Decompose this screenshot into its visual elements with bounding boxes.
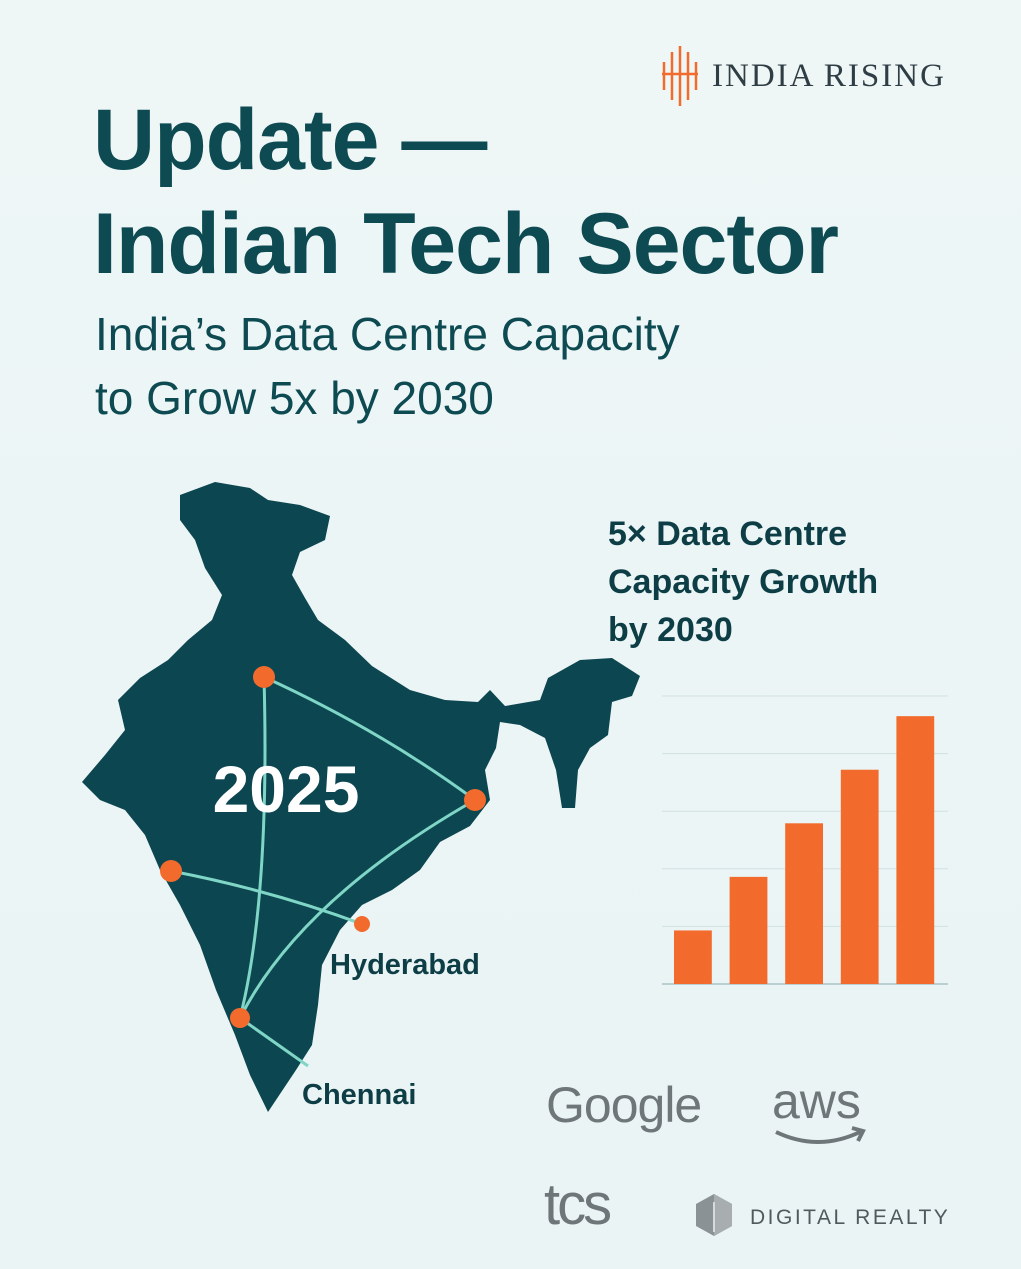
capacity-bar-chart [662,695,948,985]
subtitle-line-1: India’s Data Centre Capacity [95,308,680,360]
chart-title: 5× Data Centre Capacity Growth by 2030 [608,510,878,654]
aws-logo: aws [772,1073,866,1144]
tcs-logo: tcs [544,1172,613,1237]
map-year-label: 2025 [213,752,360,826]
page-title-line-1: Update — [93,92,487,188]
chart-bar-2 [729,876,768,984]
route-delhi-kolkata [263,675,476,802]
city-dot-kolkata [464,789,486,811]
city-label-hyderabad: Hyderabad [330,949,480,981]
city-label-chennai: Chennai [302,1079,416,1111]
page-title: Update — Indian Tech Sector [93,88,839,296]
brand-name: INDIA RISING [712,57,946,94]
svg-text:Google: Google [546,1077,701,1133]
route-mumbai-hyderabad [170,869,363,926]
subtitle-line-2: to Grow 5x by 2030 [95,372,494,424]
aws-smile-icon [775,1130,861,1144]
route-bengaluru-chennai [239,1016,309,1068]
page-subtitle: India’s Data Centre Capacity to Grow 5x … [95,302,680,430]
page-title-line-2: Indian Tech Sector [93,196,839,292]
route-kolkata-bengaluru [238,798,476,1019]
chart-title-line-3: by 2030 [608,611,733,649]
digital-realty-cube-icon [696,1194,732,1236]
city-dot-hyderabad [354,916,370,932]
route-lines [170,675,476,1068]
svg-text:aws: aws [772,1073,861,1129]
india-map-shape [82,482,640,1112]
brand-logo: INDIA RISING [658,44,946,108]
digital-realty-logo: DIGITAL REALTY [696,1194,950,1236]
chart-bar-1 [674,930,712,984]
brand-mark-icon [662,46,698,106]
chart-title-line-2: Capacity Growth [608,563,879,601]
india-map: 2025 Hyderabad Chennai [82,482,640,1112]
chart-bar-5 [896,716,935,984]
svg-text:tcs: tcs [544,1172,610,1237]
chart-title-line-1: 5× Data Centre [608,515,848,553]
city-dot-bengaluru [230,1008,250,1028]
svg-text:DIGITAL REALTY: DIGITAL REALTY [750,1206,950,1229]
route-delhi-bengaluru [238,676,267,1019]
chart-bar-4 [840,769,879,984]
google-logo: Google [546,1077,702,1133]
city-dot-mumbai [160,860,182,882]
city-dot-delhi [253,666,275,688]
chart-bar-3 [785,823,824,984]
